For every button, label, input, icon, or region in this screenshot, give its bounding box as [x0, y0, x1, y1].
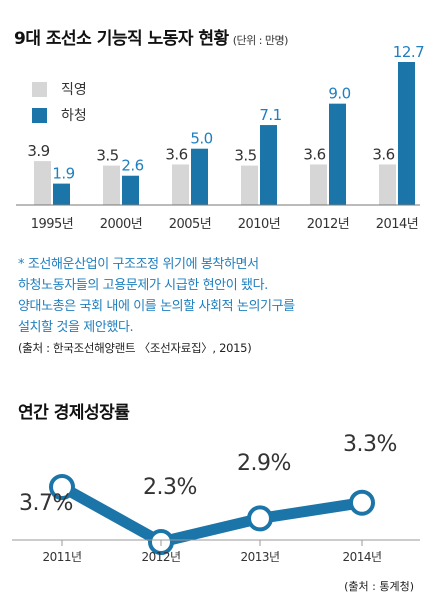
bar-label-sub: 1.9 — [52, 165, 74, 183]
data-label: 3.3% — [343, 432, 397, 457]
note-line: * 조선해운산업이 구조조정 위기에 봉착하면서 — [18, 257, 259, 272]
x-tick-label: 2012년 — [141, 550, 180, 564]
data-point — [49, 474, 75, 500]
data-label: 2.3% — [143, 475, 197, 500]
bar-direct — [379, 164, 396, 205]
legend-label-direct: 직영 — [61, 82, 87, 98]
note-line: 양대노총은 국회 내에 이를 논의할 사회적 논의기구를 — [18, 299, 295, 314]
bar-chart-title: 9대 조선소 기능직 노동자 현황 (단위 : 만명) — [14, 29, 289, 49]
x-tick-label: 2014년 — [376, 217, 419, 232]
series-line — [59, 482, 363, 548]
legend-swatch-sub — [32, 107, 47, 123]
bar-chart-source: (출처 : 한국조선해양랜트 〈조선자료집〉, 2015) — [18, 341, 252, 355]
bar-sub — [191, 148, 208, 205]
bar-direct — [172, 164, 189, 205]
bar-sub — [329, 103, 346, 205]
x-tick-label: 2014년 — [342, 550, 381, 564]
line-chart: 3.7% 2.3% 2.9% 3.3% 2011년 2012년 2013년 2014년 — [12, 432, 420, 564]
bar-label-sub: 12.7 — [393, 43, 424, 61]
note-line: 하청노동자들의 고용문제가 시급한 현안이 됐다. — [18, 278, 268, 293]
legend-item-direct: 직영 — [32, 76, 87, 102]
bar-sub — [53, 183, 70, 205]
bar-label-sub: 7.1 — [259, 106, 281, 124]
data-point — [247, 505, 273, 532]
data-label: 3.7% — [19, 491, 73, 516]
bar-direct — [310, 164, 327, 205]
chart-note: * 조선해운산업이 구조조정 위기에 봉착하면서 하청노동자들의 고용문제가 시… — [18, 254, 295, 338]
bar-direct — [241, 165, 258, 205]
bar-label-direct: 3.6 — [303, 145, 325, 163]
x-tick-label: 1995년 — [31, 217, 74, 232]
bar-direct — [103, 165, 120, 205]
bar-sub — [398, 62, 415, 205]
bar-label-sub: 5.0 — [190, 130, 212, 148]
bar-label-direct: 3.6 — [372, 145, 394, 163]
note-line: 설치할 것을 제안했다. — [18, 320, 134, 335]
data-label: 2.9% — [237, 451, 291, 476]
x-tick-label: 2010년 — [238, 217, 281, 232]
line-chart-source: (출처 : 통계청) — [344, 580, 414, 593]
bar-label-sub: 2.6 — [121, 157, 143, 175]
x-tick-label: 2000년 — [100, 217, 143, 232]
bar-label-direct: 3.5 — [96, 147, 118, 165]
bar-label-direct: 3.9 — [27, 142, 49, 160]
x-tick-label: 2011년 — [42, 550, 81, 564]
bar-direct — [34, 161, 51, 205]
legend-item-sub: 하청 — [32, 102, 87, 128]
bar-chart: 3.91.91995년3.52.62000년3.65.02005년3.57.12… — [16, 43, 425, 232]
bar-label-sub: 9.0 — [328, 85, 350, 103]
bar-chart-legend: 직영 하청 — [32, 76, 87, 128]
bar-sub — [260, 125, 277, 205]
bar-label-direct: 3.6 — [165, 145, 187, 163]
x-tick-label: 2012년 — [307, 217, 350, 232]
x-tick-label: 2005년 — [169, 217, 212, 232]
x-tick-label: 2013년 — [240, 550, 279, 564]
bar-sub — [122, 175, 139, 205]
bar-label-direct: 3.5 — [234, 147, 256, 165]
line-chart-title: 연간 경제성장률 — [18, 403, 130, 423]
legend-label-sub: 하청 — [61, 108, 87, 124]
data-point — [349, 489, 375, 516]
legend-swatch-direct — [32, 81, 47, 97]
bar-chart-unit: (단위 : 만명) — [232, 34, 289, 47]
